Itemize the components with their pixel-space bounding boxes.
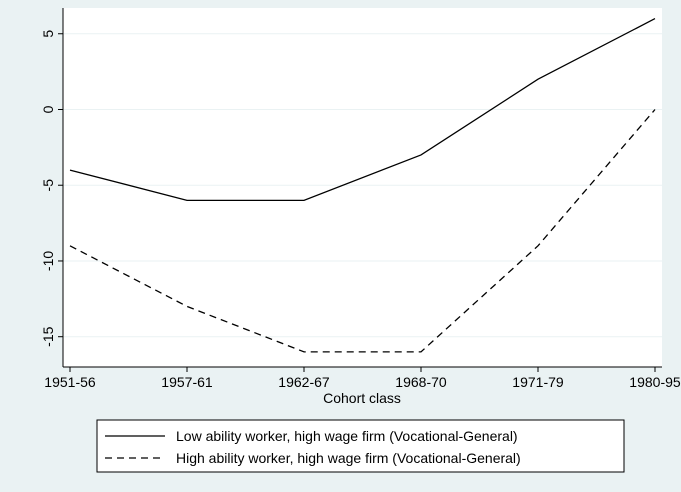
- x-tick-label: 1951-56: [44, 374, 96, 390]
- x-tick-label: 1971-79: [512, 374, 564, 390]
- x-axis-title: Cohort class: [323, 390, 401, 406]
- legend-label: High ability worker, high wage firm (Voc…: [176, 450, 521, 466]
- series-line: [69, 109, 656, 353]
- y-tick-label: 0: [40, 105, 56, 113]
- y-tick-label: 5: [40, 30, 56, 38]
- x-tick-label: 1968-70: [395, 374, 447, 390]
- legend: [96, 419, 625, 473]
- y-tick-label: -10: [40, 251, 56, 271]
- y-tick-label: -15: [40, 326, 56, 346]
- legend-label: Low ability worker, high wage firm (Voca…: [176, 428, 518, 444]
- y-tick-label: -5: [40, 179, 56, 192]
- x-tick-label: 1962-67: [278, 374, 330, 390]
- x-tick-label: 1957-61: [161, 374, 213, 390]
- series-line: [69, 18, 656, 202]
- plot-area: [63, 8, 662, 367]
- x-tick-label: 1980-95: [629, 374, 681, 390]
